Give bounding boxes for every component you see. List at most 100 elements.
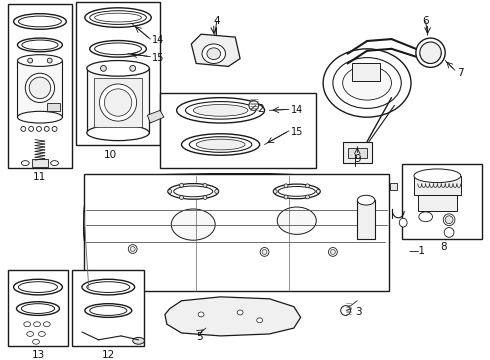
Polygon shape [84, 174, 389, 291]
Text: 15: 15 [291, 127, 303, 137]
Ellipse shape [203, 183, 207, 187]
Ellipse shape [330, 249, 335, 255]
Ellipse shape [273, 189, 277, 193]
Ellipse shape [306, 184, 310, 188]
Ellipse shape [277, 207, 316, 234]
Ellipse shape [260, 248, 269, 256]
Bar [94, 78, 143, 127]
Bar [18, 60, 62, 117]
Bar [418, 195, 457, 211]
Polygon shape [147, 111, 164, 123]
Text: 9: 9 [354, 154, 361, 164]
Bar [32, 159, 48, 167]
Ellipse shape [328, 248, 337, 256]
Ellipse shape [82, 279, 135, 295]
Ellipse shape [284, 195, 288, 199]
Ellipse shape [203, 195, 207, 199]
Ellipse shape [90, 306, 127, 315]
Ellipse shape [18, 55, 62, 66]
Bar [160, 93, 316, 168]
Bar [8, 270, 68, 346]
Ellipse shape [215, 189, 219, 193]
Ellipse shape [14, 14, 66, 29]
Ellipse shape [14, 279, 62, 295]
Ellipse shape [34, 322, 40, 327]
Ellipse shape [87, 60, 149, 76]
Text: 7: 7 [457, 68, 464, 78]
Text: 14: 14 [152, 35, 165, 45]
Ellipse shape [284, 184, 288, 188]
Bar [390, 183, 397, 190]
Ellipse shape [29, 77, 50, 99]
Text: —1: —1 [408, 246, 425, 256]
Text: 4: 4 [213, 15, 220, 26]
Ellipse shape [306, 195, 310, 199]
Ellipse shape [43, 322, 50, 327]
Ellipse shape [177, 98, 265, 123]
Bar [347, 148, 367, 158]
Text: 2: 2 [258, 104, 264, 113]
Ellipse shape [133, 337, 145, 344]
Ellipse shape [443, 214, 455, 226]
Text: 10: 10 [104, 150, 117, 161]
Ellipse shape [24, 322, 31, 327]
Text: 3: 3 [355, 307, 362, 317]
Ellipse shape [249, 100, 259, 111]
Ellipse shape [37, 126, 41, 131]
Text: 5: 5 [196, 332, 202, 342]
Ellipse shape [168, 189, 172, 193]
Ellipse shape [341, 306, 350, 315]
Bar [352, 63, 380, 81]
Ellipse shape [18, 111, 62, 123]
Ellipse shape [399, 218, 407, 227]
Ellipse shape [47, 58, 52, 63]
Ellipse shape [419, 212, 433, 222]
Ellipse shape [22, 304, 54, 314]
Ellipse shape [27, 332, 34, 336]
Bar [357, 200, 375, 239]
Ellipse shape [181, 134, 260, 155]
Ellipse shape [52, 126, 57, 131]
Ellipse shape [28, 58, 33, 63]
Ellipse shape [172, 209, 215, 240]
Polygon shape [165, 297, 301, 336]
Ellipse shape [85, 304, 132, 318]
Ellipse shape [25, 73, 54, 103]
Ellipse shape [85, 8, 151, 27]
Polygon shape [191, 34, 240, 66]
Ellipse shape [193, 104, 248, 116]
Ellipse shape [19, 16, 61, 27]
Ellipse shape [90, 41, 147, 57]
Ellipse shape [29, 126, 34, 131]
Text: 15: 15 [152, 53, 165, 63]
Ellipse shape [179, 183, 183, 187]
Ellipse shape [185, 102, 256, 119]
Ellipse shape [316, 189, 320, 193]
Bar [402, 164, 482, 239]
Ellipse shape [179, 195, 183, 199]
Ellipse shape [278, 186, 315, 196]
Ellipse shape [17, 302, 59, 315]
Ellipse shape [174, 186, 213, 197]
Ellipse shape [19, 282, 57, 292]
Ellipse shape [444, 228, 454, 237]
Ellipse shape [416, 38, 445, 67]
Bar [72, 270, 145, 346]
Ellipse shape [189, 137, 252, 152]
Ellipse shape [90, 11, 147, 24]
Ellipse shape [237, 310, 243, 315]
Ellipse shape [202, 44, 225, 63]
Ellipse shape [128, 244, 137, 253]
Ellipse shape [207, 48, 220, 59]
Bar [84, 174, 389, 291]
Text: 14: 14 [291, 105, 303, 116]
Ellipse shape [420, 42, 441, 63]
Text: 13: 13 [31, 350, 45, 360]
Ellipse shape [18, 38, 62, 52]
Ellipse shape [95, 43, 142, 55]
Ellipse shape [50, 161, 58, 166]
Ellipse shape [445, 216, 453, 224]
Ellipse shape [39, 332, 45, 336]
Ellipse shape [104, 89, 132, 116]
Bar [47, 103, 60, 111]
